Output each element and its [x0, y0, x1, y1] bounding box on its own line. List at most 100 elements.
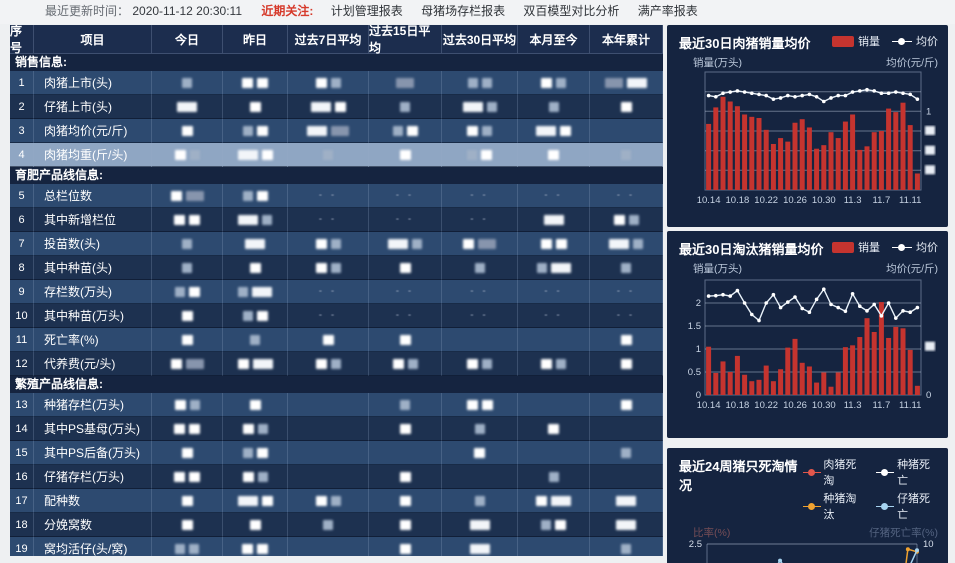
- redacted-value: [330, 238, 341, 249]
- table-cell: [590, 513, 663, 537]
- no-data-dashes: - -: [616, 310, 636, 321]
- redacted-value: [256, 190, 268, 201]
- table-cell: [223, 95, 288, 119]
- redacted-value: [256, 310, 268, 321]
- no-data-dashes: - -: [544, 286, 563, 297]
- table-cell: 其中种苗(万头): [34, 304, 152, 328]
- table-cell: 其中新增栏位: [34, 208, 152, 232]
- table-cell: 16: [10, 465, 34, 489]
- table-row[interactable]: 12 代养费(元/头): [10, 352, 663, 376]
- table-row[interactable]: 3 肉猪均价(元/斤): [10, 119, 663, 143]
- redacted-value: [174, 399, 186, 410]
- redacted-value: [412, 238, 422, 249]
- redacted-value: [182, 238, 192, 249]
- table-cell: [369, 465, 442, 489]
- chart3-legend-3[interactable]: 种猪淘汰: [802, 490, 865, 522]
- no-data-dashes: - -: [318, 190, 338, 201]
- column-header: 过去15日平均: [369, 25, 442, 55]
- table-row[interactable]: 15 其中PS后备(万头): [10, 441, 663, 465]
- redacted-value: [249, 101, 261, 112]
- table-cell: 15: [10, 441, 34, 465]
- redacted-value: [555, 238, 567, 249]
- redacted-value: [616, 495, 636, 506]
- redacted-value: [474, 447, 485, 458]
- table-row[interactable]: 4 肉猪均重(斤/头): [10, 143, 663, 167]
- table-cell: 14: [10, 417, 34, 441]
- table-cell: - -: [518, 184, 590, 208]
- chart1-unit-right: 均价(元/斤): [886, 57, 938, 69]
- chart3-legend-4[interactable]: 仔猪死亡: [876, 490, 938, 522]
- redacted-value: [399, 543, 411, 554]
- chart1-legend-sales[interactable]: 销量: [832, 33, 880, 49]
- table-cell: [152, 328, 223, 352]
- svg-text:1.5: 1.5: [688, 321, 701, 332]
- table-row[interactable]: 1 肉猪上市(头): [10, 71, 663, 95]
- table-cell: [288, 143, 369, 167]
- svg-text:11.11: 11.11: [899, 400, 921, 411]
- table-cell: [590, 232, 663, 256]
- table-row[interactable]: 14 其中PS基母(万头): [10, 417, 663, 441]
- redacted-value: [249, 399, 261, 410]
- table-row[interactable]: 5 总栏位数 - - - - - - - - - -: [10, 184, 663, 208]
- pig-sales-price-chart[interactable]: 1 10.14 10.18 10.22 10.26 10.30 11.3 11.7 11.11: [667, 70, 948, 227]
- table-cell: [442, 232, 518, 256]
- chart3-legend-1[interactable]: 肉猪死淘: [802, 456, 865, 488]
- chart2-legend-sales[interactable]: 销量: [832, 239, 880, 255]
- nav-link-plan-report[interactable]: 计划管理报表: [330, 4, 403, 18]
- chart3-legend-2[interactable]: 种猪死亡: [876, 456, 938, 488]
- no-data-dashes: - -: [544, 310, 563, 321]
- table-row[interactable]: 19 窝均活仔(头/窝): [10, 537, 663, 556]
- table-cell: [369, 256, 442, 280]
- redacted-value: [399, 262, 411, 273]
- redacted-value: [467, 149, 477, 160]
- redacted-value: [620, 358, 632, 369]
- table-cell: [369, 328, 442, 352]
- table-row[interactable]: 7 投苗数(头): [10, 232, 663, 256]
- table-cell: [288, 537, 369, 556]
- table-row[interactable]: 13 种猪存栏(万头): [10, 393, 663, 417]
- nav-link-sow-farm-report[interactable]: 母猪场存栏报表: [421, 4, 506, 18]
- table-cell: [369, 95, 442, 119]
- table-cell: [288, 417, 369, 441]
- table-cell: [288, 441, 369, 465]
- table-row[interactable]: 2 仔猪上市(头): [10, 95, 663, 119]
- redacted-value: [474, 495, 485, 506]
- table-cell: [288, 393, 369, 417]
- table-cell: [442, 256, 518, 280]
- table-cell: [518, 393, 590, 417]
- table-row[interactable]: 11 死亡率(%): [10, 328, 663, 352]
- table-cell: [369, 417, 442, 441]
- table-cell: 投苗数(头): [34, 232, 152, 256]
- table-cell: 10: [10, 304, 34, 328]
- table-cell: [223, 71, 288, 95]
- table-row[interactable]: 6 其中新增栏位 - - - - - -: [10, 208, 663, 232]
- table-row[interactable]: 18 分娩窝数: [10, 513, 663, 537]
- table-row[interactable]: 10 其中种苗(万头) - - - - - - - - - -: [10, 304, 663, 328]
- redacted-value: [330, 495, 341, 506]
- table-cell: [442, 489, 518, 513]
- redacted-value: [242, 190, 253, 201]
- table-cell: [288, 95, 369, 119]
- redacted-value: [174, 149, 186, 160]
- nav-link-model-compare[interactable]: 双百模型对比分析: [523, 4, 620, 18]
- redacted-value: [323, 519, 333, 530]
- table-row[interactable]: 9 存栏数(万头) - - - - - - - - - -: [10, 280, 663, 304]
- column-header: 项目: [34, 25, 152, 54]
- chart2-legend-price[interactable]: 均价: [892, 239, 938, 255]
- table-row[interactable]: 8 其中种苗(头): [10, 256, 663, 280]
- line-swatch-icon: [892, 243, 912, 252]
- table-row[interactable]: 17 配种数: [10, 489, 663, 513]
- nav-link-capacity-report[interactable]: 满产率报表: [637, 4, 698, 18]
- table-cell: 肉猪均价(元/斤): [34, 119, 152, 143]
- table-cell: [223, 513, 288, 537]
- redacted-value: [185, 358, 204, 369]
- death-cull-trend-chart[interactable]: 1.56282.510: [667, 540, 948, 563]
- table-row[interactable]: 16 仔猪存栏(万头): [10, 465, 663, 489]
- chart1-legend-price[interactable]: 均价: [892, 33, 938, 49]
- redacted-value: [616, 519, 636, 530]
- redacted-value: [633, 238, 643, 249]
- table-cell: [152, 71, 223, 95]
- table-cell: [518, 232, 590, 256]
